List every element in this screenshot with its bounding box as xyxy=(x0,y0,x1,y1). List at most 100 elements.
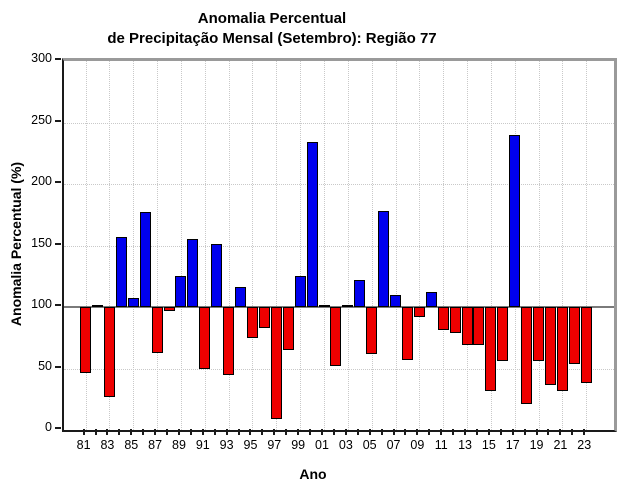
bar-15 xyxy=(485,307,497,391)
chart-title-line2: de Precipitação Mensal (Setembro): Regiã… xyxy=(107,30,437,47)
bar-90 xyxy=(187,239,199,307)
v-gridline xyxy=(324,61,325,430)
y-tick-label: 200 xyxy=(31,174,52,188)
x-tick xyxy=(94,429,97,435)
y-tick xyxy=(55,119,61,122)
x-tick xyxy=(297,429,300,435)
bar-86 xyxy=(139,212,151,307)
x-tick xyxy=(499,429,502,435)
x-tick xyxy=(511,429,514,435)
bar-02 xyxy=(330,307,342,367)
h-gridline xyxy=(64,245,614,247)
bar-23 xyxy=(580,307,592,384)
bar-97 xyxy=(270,307,282,419)
y-tick-label: 0 xyxy=(45,420,52,434)
v-gridline xyxy=(538,61,540,430)
x-tick-label: 09 xyxy=(410,438,425,452)
y-tick xyxy=(55,242,61,245)
bar-88 xyxy=(163,307,175,311)
x-tick xyxy=(440,429,443,435)
x-tick xyxy=(177,429,180,435)
bar-92 xyxy=(211,244,223,307)
v-gridline xyxy=(562,61,564,430)
v-gridline xyxy=(85,61,87,430)
x-tick-label: 19 xyxy=(529,438,544,452)
x-tick-label: 99 xyxy=(291,438,306,452)
x-tick-label: 15 xyxy=(481,438,496,452)
h-gridline xyxy=(64,122,614,124)
y-tick xyxy=(55,58,61,60)
bar-21 xyxy=(556,307,568,391)
y-tick xyxy=(55,181,61,183)
v-gridline xyxy=(371,61,373,430)
v-gridline xyxy=(467,61,469,430)
bar-01 xyxy=(318,304,330,307)
x-tick-label: 17 xyxy=(505,438,520,452)
y-tick-label: 300 xyxy=(31,51,52,65)
x-tick-label: 07 xyxy=(386,438,401,452)
x-tick xyxy=(285,429,288,435)
bar-84 xyxy=(115,236,127,307)
x-tick-label: 13 xyxy=(458,438,472,452)
x-tick xyxy=(237,429,240,435)
bar-20 xyxy=(544,307,556,385)
x-tick xyxy=(344,429,347,435)
bar-03 xyxy=(342,304,354,307)
v-gridline xyxy=(157,61,159,430)
x-tick xyxy=(452,429,455,435)
bar-09 xyxy=(413,307,425,317)
y-tick xyxy=(55,365,61,368)
x-tick-label: 05 xyxy=(362,438,377,452)
v-gridline xyxy=(133,61,135,430)
x-tick-label: 87 xyxy=(148,438,163,452)
x-tick xyxy=(535,429,538,435)
x-tick xyxy=(130,429,133,435)
bar-87 xyxy=(151,307,163,353)
y-tick xyxy=(55,304,61,306)
v-gridline xyxy=(395,61,397,430)
v-gridline xyxy=(300,61,302,430)
x-tick-label: 01 xyxy=(315,438,329,452)
reference-line-100 xyxy=(64,306,614,308)
bar-17 xyxy=(509,134,521,307)
x-tick-label: 97 xyxy=(267,438,282,452)
h-gridline xyxy=(64,368,614,370)
bar-11 xyxy=(437,307,449,331)
x-tick xyxy=(428,429,431,435)
x-tick xyxy=(321,429,323,435)
x-tick-label: 81 xyxy=(76,438,91,452)
x-tick xyxy=(464,429,467,435)
x-tick xyxy=(249,429,252,435)
x-tick xyxy=(523,429,526,435)
x-tick xyxy=(583,429,586,435)
x-tick-label: 83 xyxy=(100,438,115,452)
x-tick xyxy=(368,429,371,435)
bar-13 xyxy=(461,307,473,346)
bar-06 xyxy=(378,211,390,307)
chart-title-line1: Anomalia Percentual xyxy=(197,10,347,27)
v-gridline xyxy=(252,61,254,430)
x-tick xyxy=(106,429,109,435)
bar-00 xyxy=(306,142,318,307)
bar-14 xyxy=(473,307,485,346)
bar-91 xyxy=(199,307,211,369)
bar-83 xyxy=(103,307,115,397)
chart-title: Anomalia Percentual de Precipitação Mens… xyxy=(0,9,544,49)
x-tick-label: 95 xyxy=(243,438,258,452)
x-tick xyxy=(225,429,228,435)
bar-12 xyxy=(449,307,461,333)
y-tick-label: 150 xyxy=(31,235,52,250)
x-tick xyxy=(201,429,204,435)
y-tick-label: 250 xyxy=(31,112,52,127)
x-tick xyxy=(571,429,574,435)
x-tick xyxy=(142,429,145,435)
x-tick xyxy=(154,429,157,435)
x-tick xyxy=(189,429,192,435)
v-gridline xyxy=(180,61,182,430)
x-tick-label: 11 xyxy=(434,438,448,452)
x-tick xyxy=(475,429,478,435)
bar-04 xyxy=(354,279,366,307)
x-tick xyxy=(487,429,490,435)
x-tick-label: 85 xyxy=(124,438,139,452)
x-tick xyxy=(380,429,383,435)
